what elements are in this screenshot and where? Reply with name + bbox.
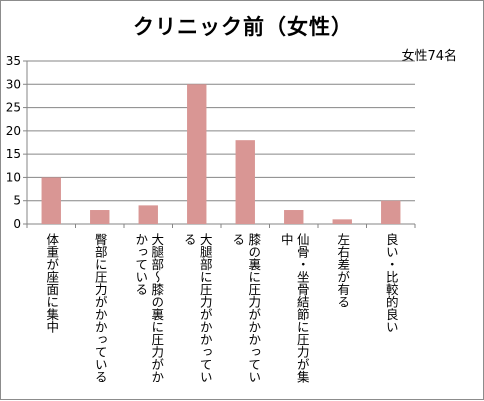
y-tick-label: 30 — [6, 77, 21, 91]
bar — [381, 200, 401, 224]
x-category-label: 仙骨・坐骨結節に圧力が集中 — [278, 233, 310, 383]
bar — [332, 219, 352, 224]
y-tick-label: 0 — [13, 217, 21, 231]
y-tick-label: 10 — [6, 170, 21, 184]
bar — [235, 140, 255, 224]
bar — [284, 210, 304, 224]
y-tick-label: 5 — [13, 194, 21, 208]
bar — [138, 205, 158, 224]
y-tick-label: 35 — [6, 54, 21, 68]
bar — [90, 210, 110, 224]
y-tick-label: 20 — [6, 124, 21, 138]
x-category-label: 左右差が有る — [335, 233, 351, 308]
y-tick-label: 15 — [6, 147, 21, 161]
x-category-label: 大腿部に圧力がかかっている — [181, 233, 213, 383]
bar — [187, 84, 207, 225]
bar — [41, 177, 61, 224]
y-tick-label: 25 — [6, 101, 21, 115]
sample-size-note: 女性74名 — [401, 49, 457, 64]
x-category-label: 大腿部～膝の裏に圧力がかかっている — [133, 233, 165, 383]
x-category-label: 体重が座面に集中 — [44, 233, 60, 333]
chart-title: クリニック前（女性） — [133, 15, 353, 39]
x-category-label: 臀部に圧力がかかっている — [92, 233, 108, 383]
x-category-label: 膝の裏に圧力がかかっている — [230, 233, 262, 383]
x-category-label: 良い・比較的良い — [383, 233, 399, 333]
